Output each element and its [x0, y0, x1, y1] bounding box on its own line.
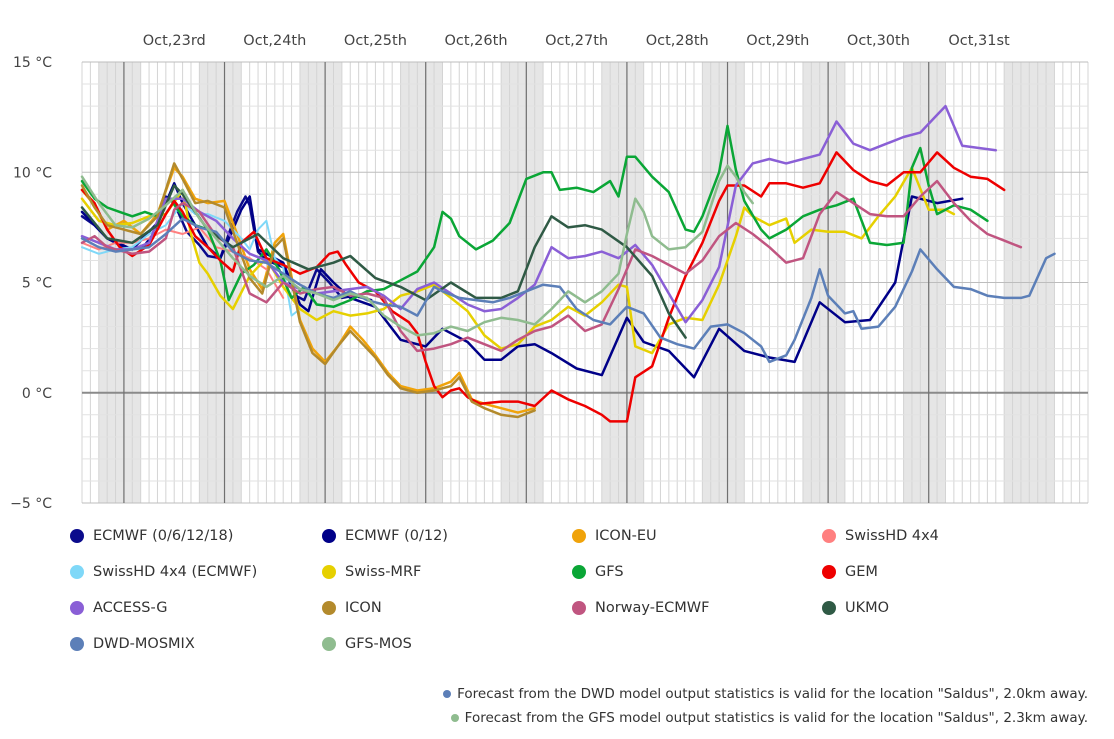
legend-swatch	[822, 565, 836, 579]
legend-swatch	[322, 637, 336, 651]
y-axis-labels: 15 °C 10 °C 5 °C 0 °C −5 °C	[10, 55, 52, 512]
legend-swatch	[70, 529, 84, 543]
legend-swatch	[70, 637, 84, 651]
x-day-label: Oct,29th	[746, 33, 809, 49]
legend-label: SwissHD 4x4	[845, 528, 939, 544]
legend-label: GEM	[845, 564, 878, 580]
x-day-label: Oct,23rd	[143, 33, 206, 49]
legend-swatch	[822, 601, 836, 615]
note-text: Forecast from the GFS model output stati…	[464, 710, 1088, 726]
legend-item-norway-ecmwf[interactable]: Norway-ECMWF	[572, 600, 709, 616]
legend-label: GFS-MOS	[345, 636, 412, 652]
footnotes: Forecast from the DWD model output stati…	[443, 682, 1088, 730]
legend-label: UKMO	[845, 600, 890, 616]
note-dot	[450, 714, 459, 722]
series-line-gfs-mos	[80, 164, 754, 337]
y-tick-label: 0 °C	[22, 386, 52, 402]
legend-label: Swiss-MRF	[345, 564, 422, 580]
note-text: Forecast from the DWD model output stati…	[457, 686, 1088, 702]
legend-label: ECMWF (0/6/12/18)	[93, 528, 234, 544]
temperature-chart: 15 °C 10 °C 5 °C 0 °C −5 °C Oct,23rd Oct,24th…	[10, 33, 1089, 512]
y-tick-label: 15 °C	[13, 55, 52, 71]
legend-swatch	[322, 529, 336, 543]
legend-swatch	[322, 565, 336, 579]
x-day-label: Oct,31st	[948, 33, 1010, 49]
legend-item-swiss-mrf[interactable]: Swiss-MRF	[322, 564, 421, 580]
x-day-label: Oct,28th	[646, 33, 709, 49]
legend-label: DWD-MOSMIX	[93, 636, 195, 652]
legend-swatch	[572, 565, 586, 579]
series-line-swisshd-4x4-ecmwf	[81, 202, 301, 317]
legend-swatch	[572, 601, 586, 615]
legend-label: ICON	[345, 600, 382, 616]
series-line-gfs	[80, 124, 989, 309]
note-dwd: Forecast from the DWD model output stati…	[443, 682, 1088, 706]
y-tick-label: −5 °C	[10, 496, 52, 512]
legend-label: ICON-EU	[595, 528, 657, 544]
legend-swatch	[322, 601, 336, 615]
legend-label: GFS	[595, 564, 624, 580]
legend-swatch	[70, 565, 84, 579]
series-lines	[80, 104, 1056, 423]
legend-item-icon[interactable]: ICON	[322, 600, 382, 616]
legend-item-swisshd-4x4-ecmwf[interactable]: SwissHD 4x4 (ECMWF)	[70, 564, 257, 580]
x-day-label: Oct,25th	[344, 33, 407, 49]
legend-item-gfs[interactable]: GFS	[572, 564, 624, 580]
legend-item-ecmwf-0-6-12-18[interactable]: ECMWF (0/6/12/18)	[70, 528, 233, 544]
legend-item-icon-eu[interactable]: ICON-EU	[572, 528, 657, 544]
note-gfs: Forecast from the GFS model output stati…	[443, 706, 1088, 730]
legend-label: ECMWF (0/12)	[345, 528, 448, 544]
day-separators	[123, 62, 930, 503]
x-day-label: Oct,30th	[847, 33, 910, 49]
series-line-icon	[80, 162, 536, 419]
x-day-label: Oct,27th	[545, 33, 608, 49]
series-line-dwd-mosmix	[80, 217, 1056, 364]
legend-label: ACCESS-G	[93, 600, 168, 616]
legend-swatch	[822, 529, 836, 543]
legend-swatch	[572, 529, 586, 543]
legend-label: Norway-ECMWF	[595, 600, 710, 616]
y-tick-label: 5 °C	[22, 276, 52, 292]
y-tick-label: 10 °C	[13, 165, 52, 181]
legend-swatch	[70, 601, 84, 615]
x-day-label: Oct,24th	[243, 33, 306, 49]
x-day-label: Oct,26th	[445, 33, 508, 49]
series-line-gem	[80, 151, 1006, 423]
legend-item-access-g[interactable]: ACCESS-G	[70, 600, 167, 616]
note-dot	[443, 690, 452, 698]
legend-label: SwissHD 4x4 (ECMWF)	[93, 564, 258, 580]
gridlines	[81, 61, 1089, 504]
legend-item-gem[interactable]: GEM	[822, 564, 878, 580]
legend-item-ukmo[interactable]: UKMO	[822, 600, 889, 616]
x-axis-day-labels: Oct,23rd Oct,24th Oct,25th Oct,26th Oct,27th…	[143, 33, 1010, 49]
legend-item-ecmwf-0-12[interactable]: ECMWF (0/12)	[322, 528, 448, 544]
legend-item-dwd-mosmix[interactable]: DWD-MOSMIX	[70, 636, 195, 652]
legend-item-swisshd-4x4[interactable]: SwissHD 4x4	[822, 528, 939, 544]
legend-item-gfs-mos[interactable]: GFS-MOS	[322, 636, 412, 652]
